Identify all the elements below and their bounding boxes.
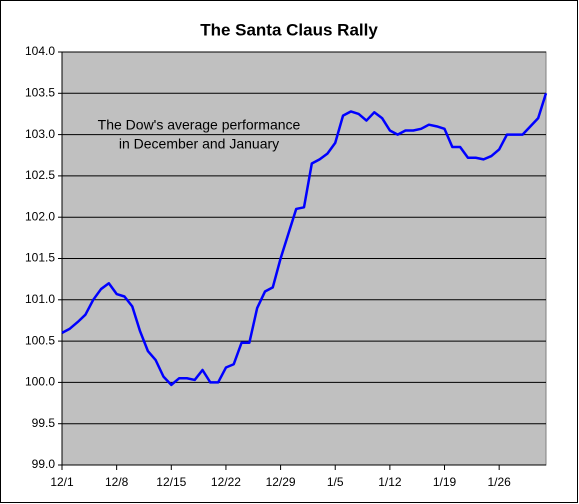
x-tick-label: 1/5 [327, 475, 344, 489]
annotation: The Dow's average performance [98, 117, 301, 133]
x-tick-label: 12/8 [105, 475, 129, 489]
data-line [61, 92, 548, 387]
y-tick-label: 100.0 [25, 375, 55, 389]
chart-title: The Santa Claus Rally [200, 20, 378, 39]
y-tick-label: 103.5 [25, 85, 55, 99]
annotation: in December and January [119, 136, 279, 152]
y-tick-label: 100.5 [25, 333, 55, 347]
y-tick-label: 102.0 [25, 209, 55, 223]
x-tick-label: 12/1 [50, 475, 74, 489]
x-tick-label: 12/15 [156, 475, 186, 489]
x-tick-label: 12/29 [266, 475, 296, 489]
x-tick-label: 1/26 [487, 475, 511, 489]
x-tick-label: 1/12 [378, 475, 402, 489]
y-tick-label: 101.0 [25, 292, 55, 306]
y-tick-label: 99.5 [32, 416, 56, 430]
y-tick-label: 104.0 [25, 44, 55, 58]
y-tick-label: 102.5 [25, 168, 55, 182]
x-tick-label: 12/22 [211, 475, 241, 489]
y-tick-label: 101.5 [25, 251, 55, 265]
x-tick-label: 1/19 [433, 475, 457, 489]
y-tick-label: 103.0 [25, 127, 55, 141]
y-tick-label: 99.0 [32, 457, 56, 471]
